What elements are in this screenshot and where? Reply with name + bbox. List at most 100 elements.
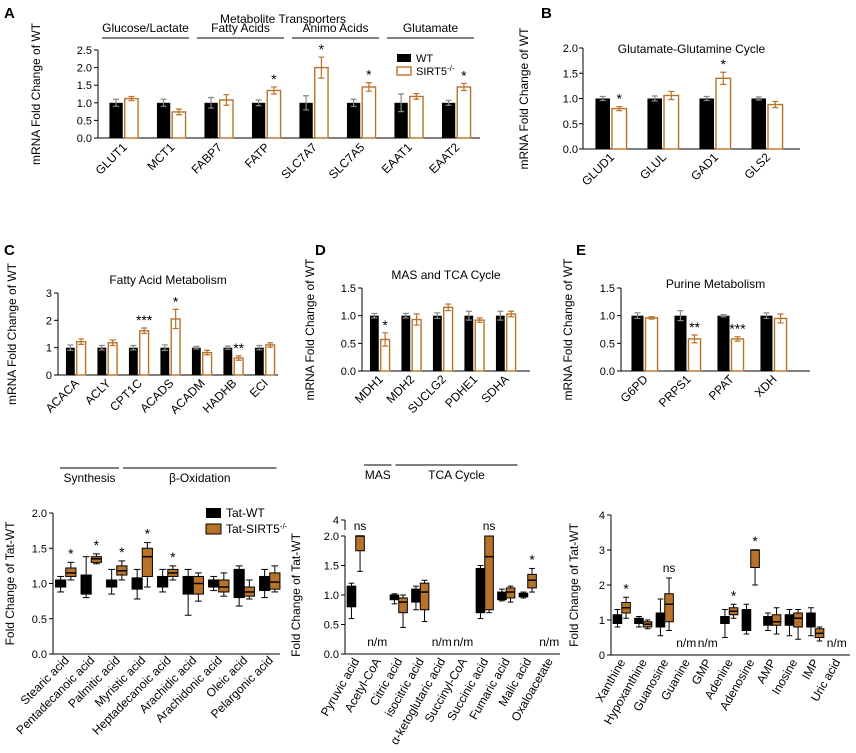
significance-star: * <box>382 317 388 333</box>
bar-ko <box>474 319 485 372</box>
error-bar-ko <box>413 93 420 100</box>
chart-title: Glutamate-Glutamine Cycle <box>618 42 766 56</box>
bar-ko <box>730 338 745 372</box>
category-label: XDH <box>752 372 780 400</box>
error-bar-wt <box>599 95 606 102</box>
significance-star: * <box>94 537 100 553</box>
error-bar-ko <box>460 82 467 92</box>
y-tick-label: 1.0 <box>32 579 47 591</box>
bar-wt <box>369 315 379 371</box>
error-bar-ko <box>668 90 675 101</box>
category-label: ACACA <box>43 376 82 415</box>
not-measured-label: n/m <box>827 636 847 650</box>
legend-swatch-tat-ko <box>205 523 222 535</box>
panel-G: 0.0 0.5 1.0 1.5 2.0 Fold Change of Tat-WT ns n/… <box>289 515 560 747</box>
significance-star: * <box>68 545 74 561</box>
error-bar-ko <box>691 334 698 344</box>
box-wt <box>157 575 169 588</box>
y-tick-label: 2.0 <box>32 508 47 520</box>
bar-ko <box>443 306 454 372</box>
bar-ko <box>411 318 422 372</box>
category-label: ECI <box>247 376 271 400</box>
panel-C: 0 1 2 3 mRNA Fold Change of WT Fatty Acid Met… <box>5 262 278 485</box>
y-tick-label: 0.5 <box>32 614 47 626</box>
y-tick-label: 2.5 <box>77 45 92 57</box>
bar-ko <box>107 342 118 376</box>
box-ko <box>269 572 281 590</box>
error-bar-ko <box>235 355 242 361</box>
y-tick-label: 1 <box>599 615 605 627</box>
category-label: GLUD1 <box>579 150 617 188</box>
bar-wt <box>394 102 408 138</box>
error-bar-wt <box>720 313 727 318</box>
y-tick-label: 1.0 <box>77 98 92 110</box>
significance-star: ** <box>233 340 244 356</box>
error-bar-wt <box>256 344 263 351</box>
not-measured-label: n/m <box>453 635 473 649</box>
category-label: FATP <box>242 140 272 170</box>
error-bar-ko <box>382 332 389 347</box>
bar-ko <box>171 111 187 139</box>
category-label: SDHA <box>478 372 511 405</box>
significance-star: ** <box>689 319 700 335</box>
bar-wt <box>717 315 730 371</box>
bar-wt <box>109 102 123 138</box>
bar-wt <box>595 98 610 149</box>
category-label: MDH1 <box>352 372 386 406</box>
bar-wt <box>464 315 474 371</box>
significance-star: * <box>173 293 179 309</box>
y-tick-label: 0.5 <box>563 119 578 131</box>
box-wt <box>80 574 92 595</box>
y-tick-label: 0.0 <box>563 144 578 156</box>
y-axis-title: Fold Change of Tat-WT <box>567 522 581 647</box>
y-tick-label: 3 <box>599 545 605 557</box>
bar-wt <box>631 315 644 371</box>
y-tick-label: 2 <box>46 315 52 327</box>
legend-label-tat-ko-sup: -/- <box>280 522 288 531</box>
error-bar-wt <box>130 344 137 351</box>
bar-ko <box>715 77 732 150</box>
chart-title: Purine Metabolism <box>666 277 765 291</box>
category-label: PRPS1 <box>656 372 694 410</box>
bar-wt <box>401 315 411 371</box>
category-label: EAAT1 <box>379 140 415 176</box>
y-tick-label: 0.5 <box>341 338 356 350</box>
bar-wt <box>441 102 456 138</box>
bar-ko <box>266 89 282 139</box>
error-bar-wt <box>703 95 710 102</box>
error-bar-wt <box>350 98 357 107</box>
legend-swatch-ko <box>396 66 412 76</box>
panel-letter: B <box>541 5 552 22</box>
y-tick-label: 2 <box>599 580 605 592</box>
y-tick-label: 0 <box>46 370 52 382</box>
error-bar-ko <box>365 82 372 92</box>
error-bar-ko <box>616 105 623 112</box>
panel-letter: E <box>576 242 586 259</box>
error-bar-ko <box>270 86 277 95</box>
error-bar-ko <box>141 327 148 335</box>
y-tick-label: 1.0 <box>600 311 615 323</box>
y-axis-title: mRNA Fold Change of WT <box>5 262 19 405</box>
y-tick-label: 1.5 <box>563 68 578 80</box>
chart-title: Fatty Acid Metabolism <box>109 273 226 287</box>
legend-label-tat-wt: Tat-WT <box>226 506 265 520</box>
error-bar-ko <box>720 71 727 85</box>
significance-star: * <box>617 91 623 107</box>
error-bar-wt <box>208 96 215 109</box>
category-label: SLC7A7 <box>278 140 320 182</box>
error-bar-wt <box>434 312 441 320</box>
legend-label-ko-base: SIRT5 <box>416 66 447 78</box>
bar-wt <box>97 347 107 375</box>
bar-ko <box>644 317 659 372</box>
error-bar-ko <box>734 336 741 342</box>
significance-star: * <box>366 67 372 83</box>
significance-star: * <box>461 67 467 83</box>
y-axis-title: mRNA Fold Change of WT <box>517 27 531 170</box>
error-bar-wt <box>255 99 262 107</box>
error-bar-ko <box>78 338 85 345</box>
category-label: GLS2 <box>742 150 774 182</box>
bar-ko <box>611 107 628 150</box>
y-tick-label: 0.5 <box>324 620 339 632</box>
